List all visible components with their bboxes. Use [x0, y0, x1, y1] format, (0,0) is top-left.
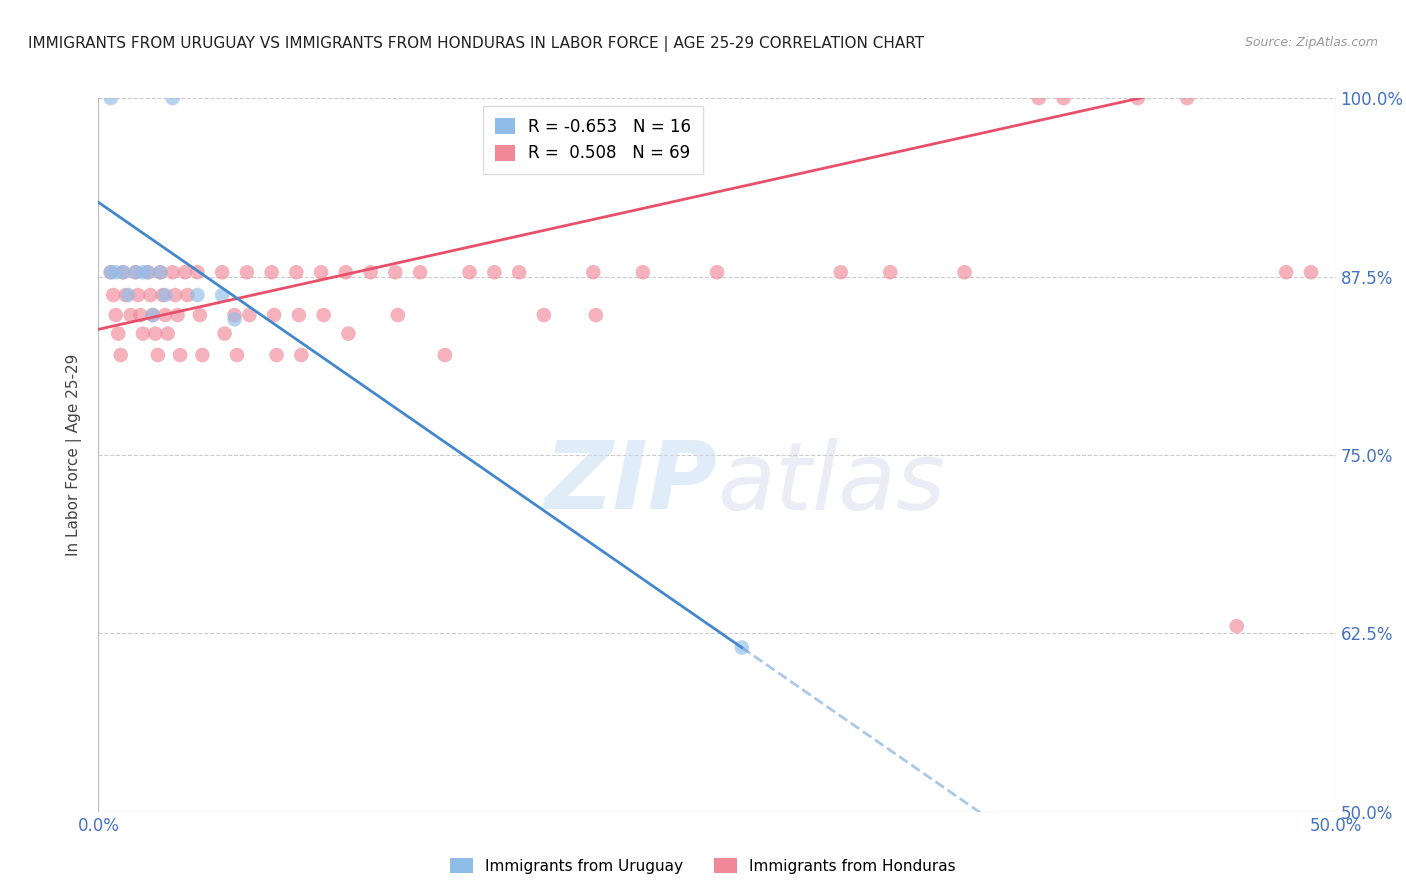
Point [100, 265, 122, 279]
Point [136, 265, 159, 279]
Point [124, 265, 146, 279]
Point [484, 265, 506, 279]
Point [953, 265, 976, 279]
Point [152, 288, 174, 302]
Point [174, 265, 197, 279]
Point [433, 348, 456, 362]
Point [112, 265, 135, 279]
Point [224, 308, 246, 322]
Point [162, 265, 184, 279]
Point [384, 265, 406, 279]
Point [127, 288, 149, 302]
Point [155, 288, 177, 302]
Point [409, 265, 432, 279]
Point [136, 265, 159, 279]
Text: Source: ZipAtlas.com: Source: ZipAtlas.com [1244, 36, 1378, 49]
Point [1299, 265, 1322, 279]
Point [387, 308, 409, 322]
Point [288, 308, 311, 322]
Point [312, 308, 335, 322]
Point [1028, 91, 1050, 105]
Point [266, 348, 288, 362]
Point [224, 312, 246, 326]
Point [731, 640, 754, 655]
Point [226, 348, 249, 362]
Point [100, 265, 122, 279]
Point [458, 265, 481, 279]
Y-axis label: In Labor Force | Age 25-29: In Labor Force | Age 25-29 [66, 354, 83, 556]
Point [1052, 91, 1074, 105]
Point [1226, 619, 1249, 633]
Point [139, 288, 162, 302]
Point [706, 265, 728, 279]
Point [260, 265, 283, 279]
Point [155, 308, 177, 322]
Point [132, 326, 155, 341]
Point [169, 348, 191, 362]
Legend: Immigrants from Uruguay, Immigrants from Honduras: Immigrants from Uruguay, Immigrants from… [444, 852, 962, 880]
Point [146, 348, 169, 362]
Point [132, 265, 155, 279]
Text: IMMIGRANTS FROM URUGUAY VS IMMIGRANTS FROM HONDURAS IN LABOR FORCE | AGE 25-29 C: IMMIGRANTS FROM URUGUAY VS IMMIGRANTS FR… [28, 36, 924, 52]
Legend: R = -0.653   N = 16, R =  0.508   N = 69: R = -0.653 N = 16, R = 0.508 N = 69 [484, 106, 703, 174]
Point [582, 265, 605, 279]
Point [156, 326, 179, 341]
Point [263, 308, 285, 322]
Point [585, 308, 607, 322]
Point [186, 265, 208, 279]
Point [186, 288, 208, 302]
Point [1275, 265, 1298, 279]
Point [533, 308, 555, 322]
Point [114, 288, 136, 302]
Point [176, 288, 198, 302]
Point [149, 265, 172, 279]
Point [188, 308, 211, 322]
Point [211, 265, 233, 279]
Text: ZIP: ZIP [544, 437, 717, 530]
Point [142, 308, 165, 322]
Point [107, 326, 129, 341]
Point [112, 265, 135, 279]
Point [285, 265, 308, 279]
Point [290, 348, 312, 362]
Point [110, 348, 132, 362]
Point [309, 265, 332, 279]
Point [1126, 91, 1149, 105]
Point [117, 288, 139, 302]
Point [191, 348, 214, 362]
Point [103, 288, 125, 302]
Point [143, 326, 166, 341]
Point [149, 265, 172, 279]
Point [508, 265, 530, 279]
Point [337, 326, 360, 341]
Point [879, 265, 901, 279]
Point [236, 265, 259, 279]
Point [124, 265, 146, 279]
Point [238, 308, 260, 322]
Point [830, 265, 852, 279]
Point [129, 308, 152, 322]
Point [100, 91, 122, 105]
Point [165, 288, 187, 302]
Point [166, 308, 188, 322]
Point [142, 308, 165, 322]
Point [120, 308, 142, 322]
Point [360, 265, 382, 279]
Text: atlas: atlas [717, 438, 945, 529]
Point [1175, 91, 1198, 105]
Point [211, 288, 233, 302]
Point [214, 326, 236, 341]
Point [104, 265, 127, 279]
Point [162, 91, 184, 105]
Point [104, 308, 127, 322]
Point [631, 265, 654, 279]
Point [335, 265, 357, 279]
